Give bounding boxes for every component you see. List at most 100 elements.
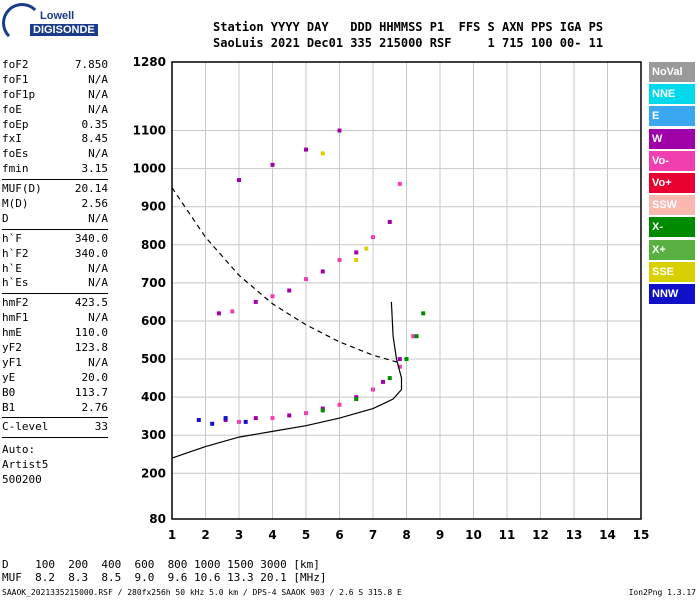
echo-point-nnw bbox=[223, 416, 228, 421]
panel-divider bbox=[2, 417, 108, 419]
param-name: fxI bbox=[2, 132, 22, 146]
param-name: fmin bbox=[2, 162, 29, 176]
logo-line1: Lowell bbox=[40, 10, 75, 22]
param-value: N/A bbox=[88, 311, 108, 325]
param-name: D bbox=[2, 211, 9, 225]
param-name: hmF2 bbox=[2, 296, 29, 310]
echo-point-w bbox=[354, 250, 359, 255]
x-tick-label: 1 bbox=[168, 528, 176, 542]
param-name: B1 bbox=[2, 400, 16, 414]
x-tick-label: 3 bbox=[235, 528, 243, 542]
param-row: C-level 33 bbox=[2, 420, 108, 435]
echo-point-w bbox=[253, 416, 258, 421]
y-tick-label: 700 bbox=[141, 276, 166, 290]
y-tick-label: 1000 bbox=[133, 162, 166, 176]
param-row: yF2 123.8 bbox=[2, 341, 108, 356]
param-value: N/A bbox=[88, 87, 108, 101]
echo-point-w bbox=[270, 162, 275, 167]
echo-point-w bbox=[397, 357, 402, 362]
x-tick-label: 9 bbox=[436, 528, 444, 542]
y-tick-label: 400 bbox=[141, 390, 166, 404]
param-name: foF2 bbox=[2, 58, 29, 71]
x-tick-label: 12 bbox=[532, 528, 549, 542]
muf-row: MUF 8.2 8.3 8.5 9.0 9.6 10.6 13.3 20.1 [… bbox=[2, 571, 327, 584]
x-tick-label: 6 bbox=[335, 528, 343, 542]
header-row-values: SaoLuis 2021 Dec01 335 215000 RSF 1 715 … bbox=[213, 36, 604, 50]
distance-row: D 100 200 400 600 800 1000 1500 3000 [km… bbox=[2, 558, 320, 571]
echo-point-vo- bbox=[397, 364, 402, 369]
y-tick-label: 1280 bbox=[133, 55, 166, 69]
param-value: 340.0 bbox=[74, 246, 108, 260]
param-row: B0 113.7 bbox=[2, 386, 108, 401]
echo-point-vo- bbox=[237, 419, 241, 424]
param-value: 7.850 bbox=[74, 58, 108, 71]
param-name: h`F2 bbox=[2, 246, 29, 260]
param-row: B1 2.76 bbox=[2, 401, 108, 416]
parameter-panel: foF2 7.850 foF1 N/A foF1p N/A foE N/A foEp 0.35 fx… bbox=[2, 58, 108, 487]
legend-item: NNW bbox=[649, 283, 695, 304]
param-row: yF1 N/A bbox=[2, 356, 108, 371]
param-row: h`F 340.0 bbox=[2, 232, 108, 247]
legend-item: SSW bbox=[649, 195, 695, 216]
echo-point-nnw bbox=[196, 417, 201, 422]
panel-divider bbox=[2, 437, 108, 439]
param-row: foEp 0.35 bbox=[2, 118, 108, 133]
echo-point-nnw bbox=[243, 419, 248, 424]
param-row: foF2 7.850 bbox=[2, 58, 108, 73]
param-value: 123.8 bbox=[74, 341, 108, 355]
echo-point-vo- bbox=[397, 181, 402, 186]
param-name: h`Es bbox=[2, 276, 29, 290]
param-name: M(D) bbox=[2, 197, 29, 211]
x-tick-label: 5 bbox=[302, 528, 310, 542]
param-row: foEs N/A bbox=[2, 147, 108, 162]
echo-point-w bbox=[287, 413, 292, 418]
legend-item: W bbox=[649, 128, 695, 149]
param-value: N/A bbox=[88, 276, 108, 290]
echo-point-sse bbox=[364, 246, 369, 251]
legend-item: SSE bbox=[649, 261, 695, 282]
echo-point-vo- bbox=[411, 334, 416, 339]
param-name: foEs bbox=[2, 147, 29, 161]
panel-divider bbox=[2, 293, 108, 295]
param-row: foF1p N/A bbox=[2, 88, 108, 103]
plot-frame bbox=[171, 61, 642, 520]
param-value: 113.7 bbox=[74, 385, 108, 399]
auto-line: Auto: bbox=[2, 443, 36, 457]
param-name: h`E bbox=[2, 261, 22, 275]
param-row: fmin 3.15 bbox=[2, 162, 108, 177]
param-row: h`E N/A bbox=[2, 262, 108, 277]
y-tick-label: 600 bbox=[141, 314, 166, 328]
echo-point-vo- bbox=[270, 416, 275, 421]
param-name: MUF(D) bbox=[2, 182, 42, 196]
echo-point-vo- bbox=[270, 294, 275, 299]
y-tick-label: 200 bbox=[141, 466, 166, 480]
legend-item: E bbox=[649, 106, 695, 127]
echo-point-x- bbox=[320, 408, 325, 413]
param-name: yF1 bbox=[2, 355, 22, 369]
x-tick-label: 11 bbox=[499, 528, 516, 542]
param-row: h`F2 340.0 bbox=[2, 247, 108, 262]
y-tick-label: 1100 bbox=[133, 124, 166, 138]
echo-point-vo- bbox=[304, 411, 308, 416]
x-tick-label: 7 bbox=[369, 528, 377, 542]
header-row-labels: Station YYYY DAY DDD HHMMSS P1 FFS S AXN… bbox=[213, 20, 604, 34]
echo-point-sse bbox=[320, 151, 325, 156]
param-name: foF1 bbox=[2, 72, 29, 86]
echo-point-vo- bbox=[371, 387, 375, 392]
param-value: N/A bbox=[88, 261, 108, 275]
param-value: N/A bbox=[88, 147, 108, 161]
legend-item: NNE bbox=[649, 84, 695, 105]
param-value: N/A bbox=[88, 72, 108, 86]
echo-point-sse bbox=[354, 258, 359, 263]
echo-point-w bbox=[320, 269, 325, 274]
param-name: foF1p bbox=[2, 87, 36, 101]
auto-scaling-info: Auto: Artist5 500200 bbox=[2, 442, 108, 487]
param-value: 423.5 bbox=[74, 296, 108, 310]
echo-point-w bbox=[304, 147, 308, 152]
param-row: fxI 8.45 bbox=[2, 132, 108, 147]
y-tick-label: 900 bbox=[141, 200, 166, 214]
legend-item: Vo+ bbox=[649, 172, 695, 193]
param-name: foE bbox=[2, 102, 22, 116]
param-row: hmE 110.0 bbox=[2, 326, 108, 341]
